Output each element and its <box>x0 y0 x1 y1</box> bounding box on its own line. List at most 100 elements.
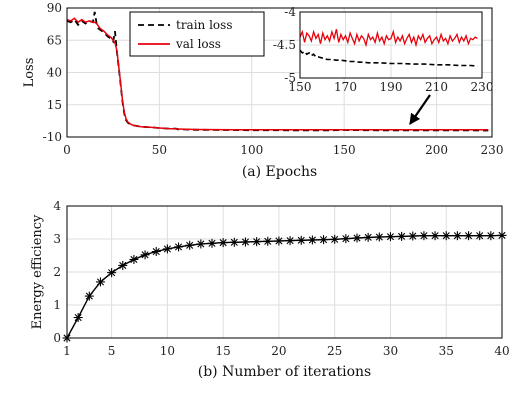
asterisk-stroke <box>74 313 82 322</box>
data-point-asterisk <box>229 237 239 247</box>
asterisk-stroke <box>286 237 294 245</box>
data-point-asterisk <box>464 231 474 241</box>
x-tick-label-b: 5 <box>108 344 116 358</box>
data-point-asterisk <box>374 232 384 242</box>
asterisk-stroke <box>174 243 183 251</box>
inset-y-tick-label: -4 <box>284 5 296 19</box>
data-point-asterisk <box>397 231 407 241</box>
series-line-val-loss <box>66 17 489 131</box>
inset-x-tick-label: 190 <box>380 80 403 94</box>
data-point-asterisk <box>475 231 485 241</box>
data-point-asterisk <box>207 238 217 248</box>
inset-y-tick-label: -5 <box>284 71 296 85</box>
asterisk-stroke <box>241 238 250 246</box>
asterisk-stroke <box>264 237 272 245</box>
asterisk-stroke <box>431 232 439 240</box>
data-point-asterisk <box>174 242 184 252</box>
legend-label-train-loss: train loss <box>176 18 232 32</box>
y-tick-label-a: 15 <box>47 98 62 112</box>
y-tick-label-a: -10 <box>43 130 62 144</box>
data-point-asterisk <box>296 235 306 245</box>
data-point-asterisk <box>129 254 139 264</box>
data-point-asterisk <box>452 231 462 241</box>
asterisk-stroke <box>398 232 406 240</box>
asterisk-stroke <box>409 232 417 240</box>
asterisk-stroke <box>85 292 93 300</box>
data-point-asterisk <box>408 231 418 241</box>
x-tick-label-b: 30 <box>383 344 398 358</box>
inset-x-tick-label: 210 <box>425 80 448 94</box>
x-tick-label-a: 230 <box>481 143 504 157</box>
x-tick-label-a: 150 <box>333 143 356 157</box>
asterisk-stroke <box>319 236 328 244</box>
x-tick-label-b: 25 <box>327 344 342 358</box>
asterisk-stroke <box>476 232 484 240</box>
x-tick-label-b: 1 <box>63 344 71 358</box>
asterisk-stroke <box>141 251 149 259</box>
asterisk-stroke <box>96 278 105 286</box>
inset-series-line-val-loss <box>299 29 478 48</box>
x-tick-label-b: 15 <box>216 344 231 358</box>
data-point-asterisk <box>95 277 105 287</box>
data-point-asterisk <box>118 260 128 270</box>
legend-label-val-loss: val loss <box>175 37 221 51</box>
asterisk-stroke <box>353 234 361 242</box>
data-point-asterisk <box>486 231 496 241</box>
asterisk-stroke <box>230 238 238 246</box>
data-point-asterisk <box>218 238 228 248</box>
asterisk-stroke <box>186 241 194 249</box>
series-line-energy-efficiency <box>66 234 503 339</box>
y-tick-label-a: 90 <box>47 1 62 15</box>
axes-frame-a <box>66 7 493 138</box>
data-point-asterisk <box>151 247 161 257</box>
data-point-asterisk <box>252 237 262 247</box>
x-axis-label-b: (b) Number of iterations <box>198 364 372 380</box>
x-tick-label-a: 0 <box>63 143 71 157</box>
data-point-asterisk <box>185 240 195 250</box>
asterisk-stroke <box>364 233 372 241</box>
asterisk-stroke <box>119 261 127 269</box>
asterisk-stroke <box>275 237 283 245</box>
data-point-asterisk <box>140 250 150 260</box>
data-point-asterisk <box>319 235 329 245</box>
axes-frame-b <box>66 205 503 339</box>
data-point-asterisk <box>84 291 94 301</box>
y-tick-label-b: 2 <box>53 265 61 279</box>
asterisk-stroke <box>375 233 383 241</box>
asterisk-stroke <box>308 236 316 244</box>
x-tick-label-b: 10 <box>160 344 175 358</box>
asterisk-stroke <box>208 239 216 247</box>
data-point-asterisk <box>341 234 351 244</box>
asterisk-stroke <box>197 240 205 248</box>
data-point-asterisk <box>196 239 206 249</box>
asterisk-stroke <box>453 232 461 240</box>
zoom-arrow <box>409 94 431 125</box>
data-point-asterisk <box>162 244 172 254</box>
y-tick-label-b: 3 <box>53 232 61 246</box>
asterisk-stroke <box>464 232 473 240</box>
asterisk-stroke <box>442 232 450 240</box>
inset-x-tick-label: 170 <box>334 80 357 94</box>
inset-x-tick-label: 230 <box>471 80 494 94</box>
data-point-asterisk <box>307 235 317 245</box>
x-tick-label-b: 40 <box>494 344 509 358</box>
y-axis-label-b: Energy efficiency <box>30 214 45 329</box>
asterisk-stroke <box>219 239 227 247</box>
data-point-asterisk <box>385 232 395 242</box>
asterisk-stroke <box>152 247 160 256</box>
legend-box <box>129 11 265 57</box>
asterisk-stroke <box>342 235 350 243</box>
y-tick-label-b: 0 <box>53 331 61 345</box>
x-tick-label-a: 50 <box>152 143 167 157</box>
x-tick-label-a: 100 <box>240 143 263 157</box>
data-point-asterisk <box>274 236 284 246</box>
y-tick-label-a: 65 <box>47 33 62 47</box>
inset-frame <box>299 11 483 79</box>
data-point-asterisk <box>330 234 340 244</box>
x-tick-label-a: 200 <box>425 143 448 157</box>
asterisk-stroke <box>297 236 305 244</box>
x-tick-label-b: 20 <box>271 344 286 358</box>
asterisk-stroke <box>487 232 495 240</box>
data-point-asterisk <box>430 231 440 241</box>
